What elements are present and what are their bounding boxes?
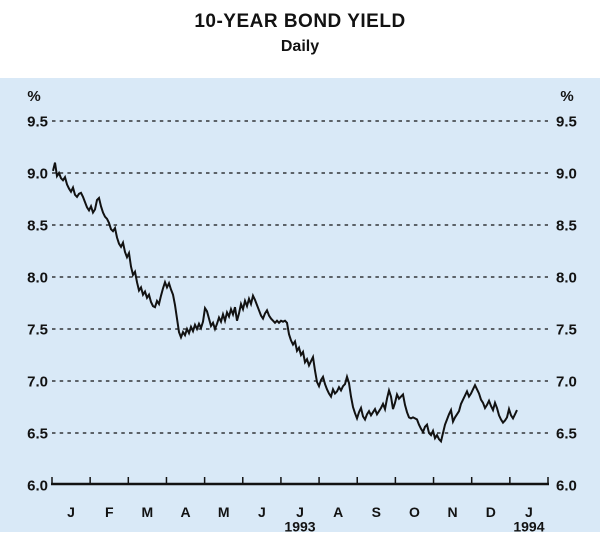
y-axis-label-left: 7.5 [27,322,48,339]
y-axis-label-right: 8.5 [556,218,577,235]
month-label: A [180,504,190,520]
month-label: N [448,504,458,520]
month-label: F [105,504,114,520]
y-axis-label-left: 6.0 [27,478,48,495]
y-axis-label-left: 6.5 [27,426,48,443]
y-axis-label-right: 7.0 [556,374,577,391]
month-label: J [258,504,266,520]
year-label: 1994 [513,519,544,535]
month-label: J [525,504,533,520]
year-label: 1993 [284,519,315,535]
y-axis-label-left: 8.0 [27,270,48,287]
y-axis-label-right: 7.5 [556,322,577,339]
y-axis-label-right: 9.5 [556,114,577,131]
month-label: O [409,504,420,520]
month-label: J [67,504,75,520]
y-axis-label-left: 8.5 [27,218,48,235]
y-axis-label-right: 8.0 [556,270,577,287]
month-label: S [372,504,381,520]
unit-label-right: % [560,88,573,105]
month-label: M [142,504,154,520]
unit-label-left: % [27,88,40,105]
yield-line [52,162,518,444]
month-label: J [296,504,304,520]
month-label: D [486,504,496,520]
y-axis-label-left: 9.0 [27,166,48,183]
y-axis-label-right: 9.0 [556,166,577,183]
y-axis-label-right: 6.0 [556,478,577,495]
chart-title: 10-YEAR BOND YIELD [194,11,406,32]
y-axis-label-right: 6.5 [556,426,577,443]
y-axis-label-left: 9.5 [27,114,48,131]
chart-subtitle: Daily [280,38,320,55]
month-label: A [333,504,343,520]
y-axis-label-left: 7.0 [27,374,48,391]
plot-background [0,78,600,532]
month-label: M [218,504,230,520]
